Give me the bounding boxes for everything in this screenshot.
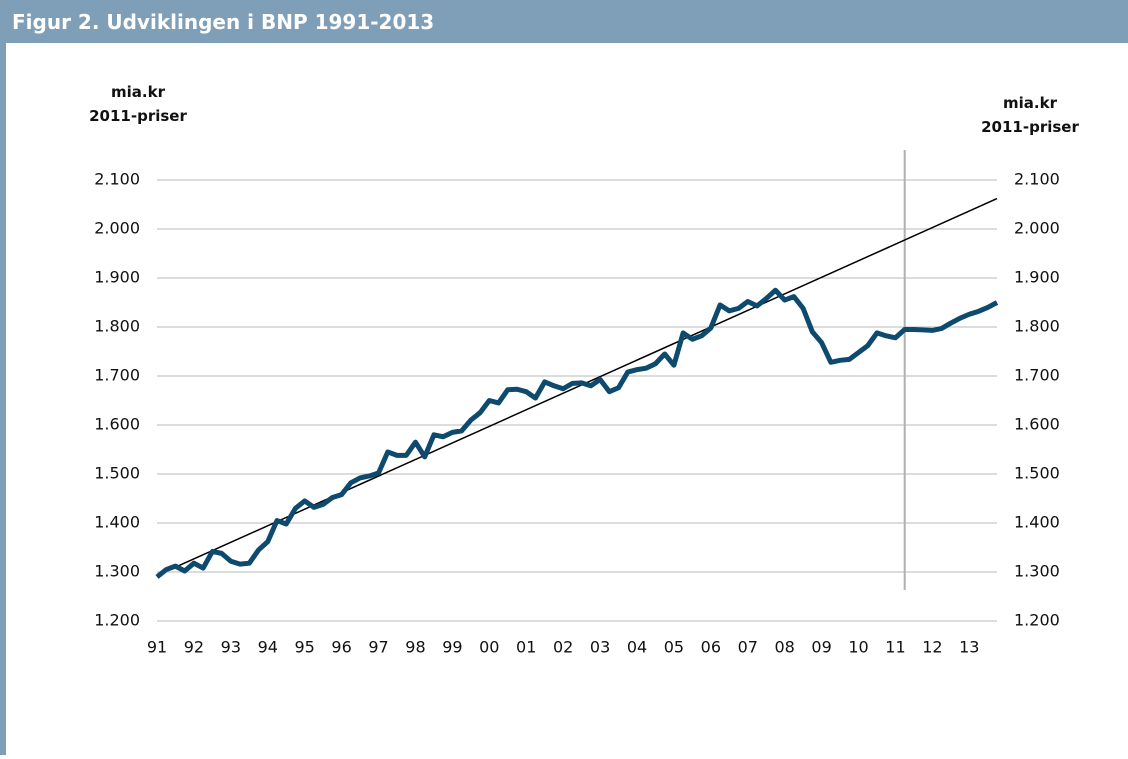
chart-title: Figur 2. Udviklingen i BNP 1991-2013 (12, 10, 434, 34)
y2-tick-label: 1.400 (1014, 513, 1060, 532)
x-tick-label: 93 (221, 638, 241, 657)
y-axis-label: 2011-priser (89, 107, 187, 125)
x-tick-label: 00 (479, 638, 499, 657)
y2-tick-label: 1.900 (1014, 268, 1060, 287)
x-tick-label: 91 (147, 638, 167, 657)
y2-tick-label: 2.100 (1014, 170, 1060, 189)
y-axis-label: mia.kr (111, 83, 166, 101)
x-tick-label: 02 (553, 638, 573, 657)
x-tick-label: 06 (701, 638, 721, 657)
y-tick-label: 1.700 (94, 366, 140, 385)
x-tick-label: 01 (516, 638, 536, 657)
x-tick-label: 03 (590, 638, 610, 657)
y2-tick-label: 1.200 (1014, 611, 1060, 630)
left-border (0, 0, 6, 755)
x-tick-label: 98 (405, 638, 425, 657)
y2-axis-label: mia.kr (1003, 94, 1058, 112)
y2-tick-label: 1.700 (1014, 366, 1060, 385)
x-tick-label: 08 (775, 638, 795, 657)
x-tick-label: 99 (442, 638, 462, 657)
y-tick-label: 1.800 (94, 317, 140, 336)
y-tick-label: 1.900 (94, 268, 140, 287)
trend-line (156, 197, 998, 577)
x-tick-label: 12 (922, 638, 942, 657)
y2-axis-label: 2011-priser (981, 118, 1079, 136)
x-tick-label: 07 (738, 638, 758, 657)
x-tick-label: 09 (811, 638, 831, 657)
x-tick-label: 92 (184, 638, 204, 657)
y-tick-label: 2.000 (94, 219, 140, 238)
y-tick-label: 2.100 (94, 170, 140, 189)
y2-tick-label: 1.600 (1014, 415, 1060, 434)
y2-tick-label: 1.800 (1014, 317, 1060, 336)
x-tick-label: 13 (959, 638, 979, 657)
x-tick-label: 96 (331, 638, 351, 657)
y2-tick-label: 1.300 (1014, 562, 1060, 581)
header-bar (0, 0, 1128, 43)
y-tick-label: 1.400 (94, 513, 140, 532)
x-tick-label: 94 (258, 638, 278, 657)
x-tick-label: 11 (885, 638, 905, 657)
x-tick-label: 95 (295, 638, 315, 657)
x-tick-label: 05 (664, 638, 684, 657)
y-tick-label: 1.300 (94, 562, 140, 581)
x-tick-label: 04 (627, 638, 647, 657)
y-tick-label: 1.500 (94, 464, 140, 483)
y2-tick-label: 1.500 (1014, 464, 1060, 483)
x-tick-label: 97 (368, 638, 388, 657)
y2-tick-label: 2.000 (1014, 219, 1060, 238)
data-line (155, 287, 999, 579)
y-tick-label: 1.200 (94, 611, 140, 630)
y-tick-label: 1.600 (94, 415, 140, 434)
x-tick-label: 10 (848, 638, 868, 657)
